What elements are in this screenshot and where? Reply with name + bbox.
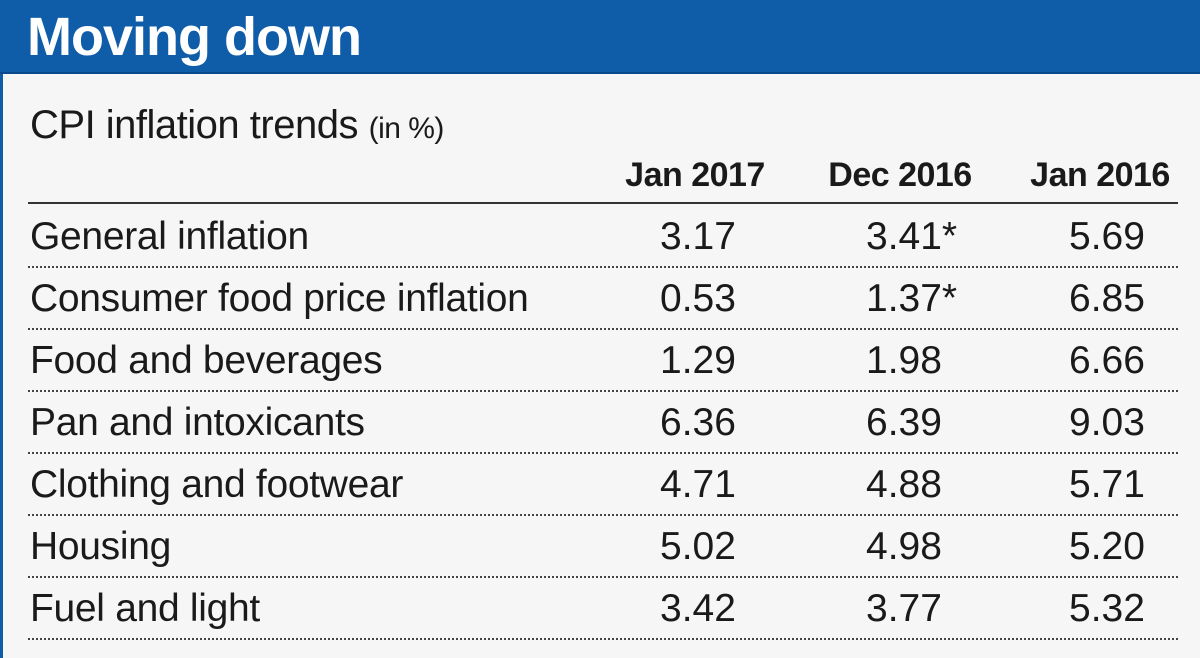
cell-jan-2017: 6.36 [660, 401, 736, 444]
side-rule [0, 74, 3, 658]
table-unit: (in %) [368, 112, 445, 145]
row-label: Fuel and light [30, 587, 260, 630]
row-label: Food and beverages [30, 339, 383, 382]
cell-jan-2017: 4.71 [660, 463, 736, 506]
cell-dec-2016: 1.98 [866, 339, 942, 382]
table-subtitle: CPI inflation trends (in %) [30, 100, 444, 154]
cell-jan-2016: 9.03 [1069, 401, 1145, 444]
column-header-jan-2017: Jan 2017 [625, 156, 765, 194]
row-label: Pan and intoxicants [30, 401, 365, 444]
table-row: General inflation 3.17 3.41* 5.69 [28, 206, 1178, 268]
cell-jan-2016: 5.71 [1069, 463, 1145, 506]
column-header-dec-2016: Dec 2016 [828, 156, 972, 194]
row-label: Clothing and footwear [30, 463, 404, 506]
cell-jan-2016: 6.85 [1069, 277, 1145, 320]
cell-dec-2016: 4.98 [866, 525, 942, 568]
cell-jan-2016: 5.32 [1069, 587, 1145, 630]
row-label: Consumer food price inflation [30, 277, 529, 320]
cell-jan-2017: 1.29 [660, 339, 736, 382]
cell-dec-2016: 3.77 [866, 587, 942, 630]
cell-jan-2017: 5.02 [660, 525, 736, 568]
table-row: Fuel and light 3.42 3.77 5.32 [28, 578, 1178, 640]
table-row: Consumer food price inflation 0.53 1.37*… [28, 268, 1178, 330]
table-row: Food and beverages 1.29 1.98 6.66 [28, 330, 1178, 392]
header-rule [28, 202, 1178, 204]
cell-jan-2017: 0.53 [660, 277, 736, 320]
row-label: General inflation [30, 215, 309, 258]
table-row: Clothing and footwear 4.71 4.88 5.71 [28, 454, 1178, 516]
cell-jan-2016: 5.20 [1069, 525, 1145, 568]
cell-jan-2017: 3.42 [660, 587, 736, 630]
row-label: Housing [30, 525, 171, 568]
table-title: CPI inflation trends [30, 103, 358, 147]
cell-dec-2016: 3.41* [866, 215, 958, 258]
cell-jan-2016: 6.66 [1069, 339, 1145, 382]
column-header-jan-2016: Jan 2016 [1030, 156, 1170, 194]
cell-dec-2016: 1.37* [866, 277, 958, 320]
table-row: Housing 5.02 4.98 5.20 [28, 516, 1178, 578]
title-banner: Moving down [0, 0, 1200, 74]
table-row: Pan and intoxicants 6.36 6.39 9.03 [28, 392, 1178, 454]
cell-dec-2016: 4.88 [866, 463, 942, 506]
banner-title: Moving down [27, 7, 362, 67]
cell-dec-2016: 6.39 [866, 401, 942, 444]
cell-jan-2017: 3.17 [660, 215, 736, 258]
cell-jan-2016: 5.69 [1069, 215, 1145, 258]
